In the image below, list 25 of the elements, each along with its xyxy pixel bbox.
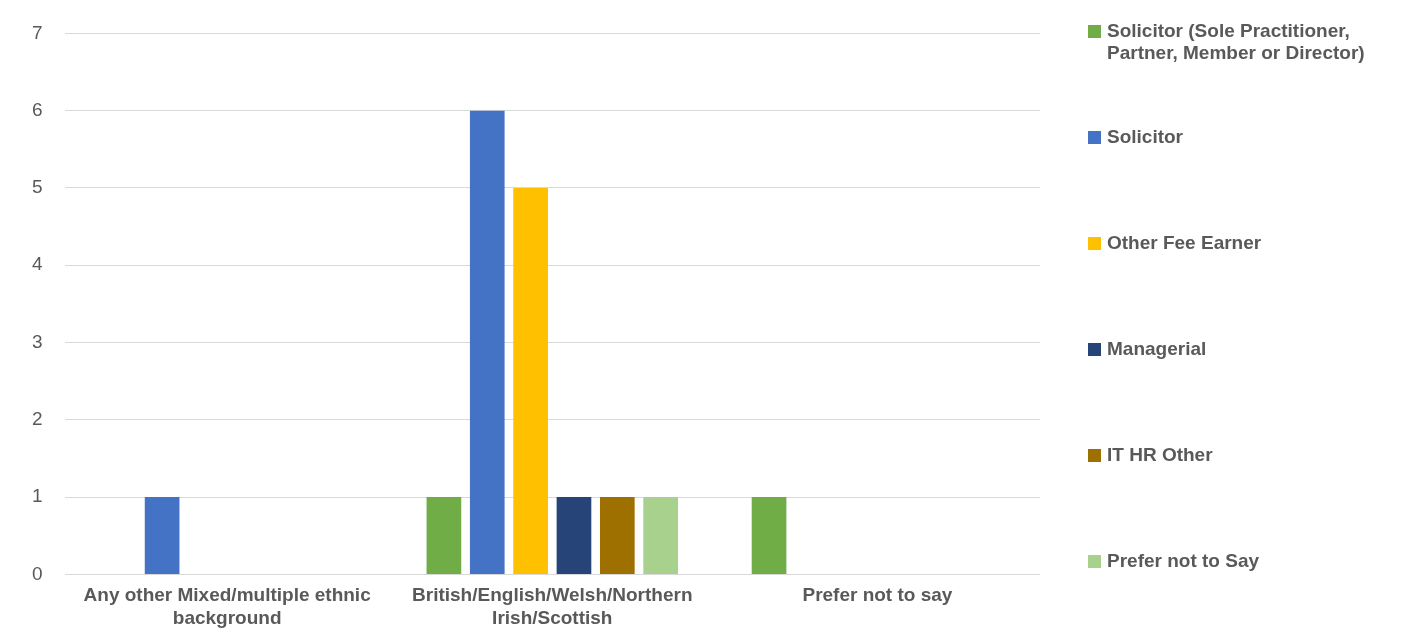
legend-label: Solicitor <box>1107 126 1184 148</box>
x-tick-label: Prefer not to say <box>802 584 953 606</box>
legend-label: Other Fee Earner <box>1107 232 1262 254</box>
y-tick-label: 4 <box>31 253 43 275</box>
y-tick-label: 2 <box>31 408 43 430</box>
y-tick-label: 7 <box>31 21 43 43</box>
legend-label: Prefer not to Say <box>1107 550 1260 572</box>
bar <box>469 110 505 574</box>
y-tick-label: 6 <box>31 98 43 120</box>
legend-label: IT HR Other <box>1107 444 1213 466</box>
bar <box>426 497 462 574</box>
y-tick-label: 0 <box>31 562 43 584</box>
bar <box>513 187 548 574</box>
y-tick-label: 1 <box>31 485 43 507</box>
bar <box>599 497 635 574</box>
bar <box>643 497 679 574</box>
x-tick-label: Any other Mixed/multiple ethnic background <box>83 584 372 628</box>
y-tick-label: 3 <box>31 330 43 352</box>
bar <box>751 497 787 574</box>
bar <box>144 497 180 574</box>
bar <box>556 497 592 574</box>
y-tick-label: 5 <box>31 176 43 198</box>
legend-label: Solicitor (Sole Practitioner, Partner, Member or Director) <box>1107 20 1366 64</box>
legend-label: Managerial <box>1107 338 1207 360</box>
x-tick-label: British/English/Welsh/Northern Irish/Scottish <box>412 584 693 628</box>
